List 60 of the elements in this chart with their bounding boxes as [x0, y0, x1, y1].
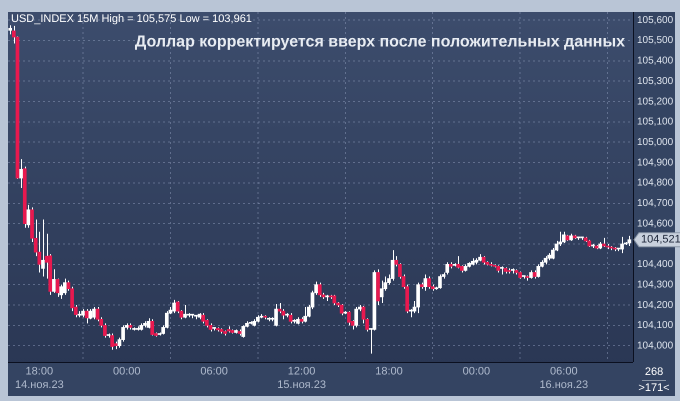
text: 104,521 [641, 234, 680, 246]
candlestick [562, 231, 566, 244]
candlestick [390, 250, 394, 282]
candlestick [551, 248, 555, 260]
candlestick [380, 280, 384, 304]
candlestick [62, 278, 67, 296]
candlestick [172, 299, 176, 314]
candlestick [620, 236, 624, 254]
x-tick-label: 12:00 15.ноя.23 [277, 366, 326, 391]
y-tick-label: 105,500 [637, 35, 674, 46]
y-tick-label: 105,600 [637, 14, 674, 26]
candlestick [340, 304, 344, 316]
candlestick [318, 282, 322, 298]
candlestick [445, 262, 450, 275]
candlestick [288, 312, 292, 324]
y-tick-label: 105,200 [637, 96, 674, 108]
y-tick-label: 105,300 [637, 76, 674, 87]
candlestick [354, 306, 358, 328]
x-tick-label: 18:00 [375, 366, 403, 378]
candlestick [558, 231, 562, 247]
text: 268 [644, 366, 664, 378]
y-tick-label: 104,400 [637, 259, 674, 270]
candlestick [8, 24, 12, 35]
y-tick-label: 104,600 [637, 218, 674, 230]
candlestick [41, 219, 45, 278]
candlestick [146, 318, 150, 329]
text: >171< [638, 382, 670, 394]
candlestick [88, 308, 92, 320]
candlestick [427, 276, 431, 290]
x-tick-label: 00:00 [462, 366, 490, 378]
candlestick [92, 306, 96, 320]
candlestick [150, 318, 154, 336]
candlestick [332, 294, 336, 306]
candlestick [183, 304, 187, 319]
y-tick-label: 105,000 [637, 136, 674, 148]
chart-title: USD_INDEX 15M High = 105,575 Low = 103,961 [11, 13, 252, 26]
y-tick-label: 104,900 [637, 157, 674, 168]
y-tick-label: 105,100 [637, 116, 674, 128]
x-tick-label: 00:00 [112, 366, 140, 378]
candlestick [628, 235, 632, 247]
y-tick-label: 104,000 [637, 340, 674, 352]
candlestick [19, 158, 23, 189]
y-tick-label: 104,700 [637, 198, 674, 210]
x-tick-label: 06:00 [200, 366, 228, 378]
text: Доллар корректируется вверх после положительных данных [134, 33, 626, 50]
candlestick [424, 274, 428, 292]
candlestick [347, 310, 351, 326]
y-tick-label: 105,400 [637, 56, 674, 67]
candlestick [602, 237, 606, 248]
y-tick-label: 104,200 [637, 300, 674, 311]
candlestick [52, 268, 56, 294]
y-tick-label: 104,800 [637, 178, 674, 189]
candlestick [274, 304, 278, 327]
y-tick-label: 104,100 [637, 320, 674, 332]
candlestick [438, 274, 442, 290]
y-tick-label: 104,300 [637, 279, 674, 290]
x-tick-label: 06:00 16.ноя.23 [539, 366, 588, 391]
candlestick [84, 308, 88, 324]
x-tick-label: 18:00 14.ноя.23 [14, 366, 64, 391]
candlestick [416, 282, 420, 314]
